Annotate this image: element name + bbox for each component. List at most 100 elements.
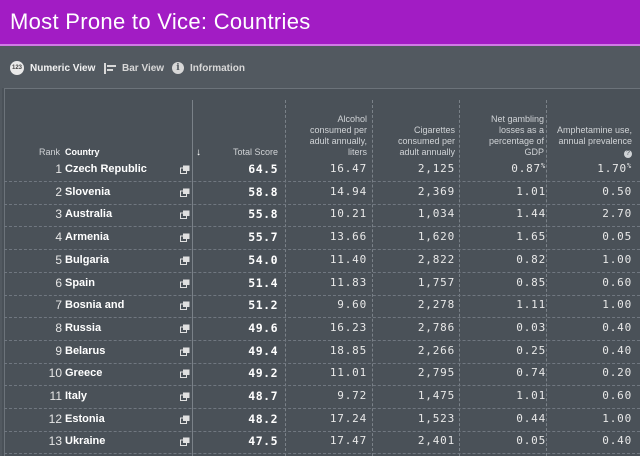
amphetamine-cell: 0.20 [602,366,632,380]
cigarettes-header[interactable]: Cigarettes consumed per adult annually [397,125,455,157]
open-external-icon[interactable] [180,437,190,447]
country-cell: Bulgaria [65,253,110,266]
rank-cell: 13 [48,434,62,449]
alcohol-cell: 10.21 [329,207,367,221]
total-score-cell: 64.5 [248,162,278,176]
open-external-icon[interactable] [180,392,190,401]
percent-unit: % [626,162,632,170]
open-external-icon[interactable] [180,324,190,333]
amphetamine-cell: 0.60 [602,389,632,402]
gambling-cell: 1.01 [516,389,546,402]
rank-cell: 12 [48,411,62,426]
help-icon[interactable]: ? [624,150,632,158]
alcohol-header[interactable]: Alcohol consumed per adult annually, lit… [309,114,367,157]
amphetamine-cell: 0.50 [602,184,632,198]
alcohol-cell: 17.24 [329,411,367,425]
amphetamine-header[interactable]: Amphetamine use, annual prevalence? [556,125,632,158]
rank-cell: 6 [55,275,62,290]
numeric-view-label: Numeric View [30,62,96,74]
percent-unit: % [540,162,546,170]
table-row[interactable]: 2 Slovenia 58.8 14.94 2,369 1.01 0.50 [4,181,640,205]
country-header[interactable]: Country [65,147,100,157]
total-score-cell: 48.2 [248,411,278,426]
open-external-icon[interactable] [180,369,190,379]
cigarettes-cell: 2,786 [417,320,455,334]
alcohol-cell: 17.47 [329,434,367,448]
numeric-view-button[interactable]: 123 Numeric View [10,61,95,75]
total-score-cell: 58.8 [248,184,278,199]
rank-cell: 3 [55,207,62,222]
gambling-header[interactable]: Net gambling losses as a percentage of G… [488,114,544,157]
gambling-cell: 0.82 [516,252,546,266]
amphetamine-cell: 0.40 [602,434,632,448]
column-divider [372,100,373,456]
open-external-icon[interactable] [180,256,190,265]
cigarettes-cell: 2,369 [417,184,455,198]
bar-view-label: Bar View [122,62,165,74]
column-divider [546,100,547,456]
rank-cell: 11 [49,389,62,403]
country-cell: Spain [65,276,95,289]
cigarettes-cell: 1,757 [417,275,455,289]
information-button[interactable]: i Information [172,61,245,75]
gambling-cell: 1.65 [516,230,546,244]
gambling-cell: 0.85 [516,275,546,289]
table-row[interactable]: 8 Russia 49.6 16.23 2,786 0.03 0.40 [4,317,640,341]
rank-cell: 10 [48,366,62,381]
gambling-cell: 1.44 [516,207,546,221]
cigarettes-cell: 1,475 [417,389,455,402]
country-cell: Ukraine [65,435,106,448]
cigarettes-cell: 2,822 [417,252,455,266]
cigarettes-cell: 2,401 [417,434,455,448]
country-cell: Greece [65,367,103,380]
table-row[interactable]: 5 Bulgaria 54.0 11.40 2,822 0.82 1.00 [4,249,640,273]
amphetamine-cell: 0.40 [602,343,632,357]
total-score-cell: 51.2 [248,298,278,313]
table-row[interactable]: 13 Ukraine 47.5 17.47 2,401 0.05 0.40 [4,430,640,455]
open-external-icon[interactable] [180,279,190,288]
table-row[interactable]: 4 Armenia 55.7 13.66 1,620 1.65 0.05 [4,226,640,251]
country-cell: Armenia [65,231,110,244]
open-external-icon[interactable] [180,347,190,356]
page-title: Most Prone to Vice: Countries [10,9,311,34]
gambling-cell: 1.11 [516,298,546,312]
rank-cell: 9 [55,343,62,358]
sort-arrow-icon[interactable]: ↓ [196,147,201,158]
alcohol-cell: 13.66 [329,230,367,244]
table-row[interactable]: 9 Belarus 49.4 18.85 2,266 0.25 0.40 [4,340,640,364]
gambling-cell: 0.03 [516,320,546,334]
cigarettes-cell: 1,620 [417,230,455,244]
rank-cell: 7 [55,298,62,313]
amphetamine-cell: 1.00 [602,252,632,266]
total-score-cell: 54.0 [248,252,278,267]
view-toolbar: 123 Numeric View Bar View i Information [0,48,640,88]
open-external-icon[interactable] [180,165,190,174]
gambling-cell: 0.44 [516,411,546,425]
open-external-icon[interactable] [180,210,190,220]
table-row[interactable]: 7 Bosnia and 51.2 9.60 2,278 1.11 1.00 [4,294,640,319]
amphetamine-cell: 2.70 [602,207,632,221]
amphetamine-cell: 0.40 [602,320,632,334]
bar-view-button[interactable]: Bar View [104,61,164,75]
bar-view-icon [104,62,116,74]
table-row[interactable]: 6 Spain 51.4 11.83 1,757 0.85 0.60 [4,272,640,296]
open-external-icon[interactable] [180,188,190,197]
open-external-icon[interactable] [180,233,190,243]
total-score-header[interactable]: Total Score [232,147,278,157]
table-row[interactable]: 12 Estonia 48.2 17.24 1,523 0.44 1.00 [4,408,640,432]
table-row[interactable]: 10 Greece 49.2 11.01 2,795 0.74 0.20 [4,362,640,387]
total-score-cell: 47.5 [248,434,278,449]
gambling-cell: 0.05 [516,434,546,448]
table-row[interactable]: 1 Czech Republic 64.5 16.47 2,125 0.87% 1.70% [4,158,640,182]
table-row[interactable]: 3 Australia 55.8 10.21 1,034 1.44 2.70 [4,203,640,228]
open-external-icon[interactable] [180,415,190,424]
cigarettes-cell: 2,795 [417,366,455,380]
table-row[interactable]: 11 Italy 48.7 9.72 1,475 1.01 0.60 [4,385,640,409]
title-bar: Most Prone to Vice: Countries [0,0,640,46]
country-cell: Estonia [65,412,105,425]
amphetamine-cell: 1.70% [597,162,632,175]
open-external-icon[interactable] [180,301,190,311]
cigarettes-cell: 2,278 [417,298,455,312]
total-score-cell: 55.8 [248,207,278,222]
rank-header[interactable]: Rank [38,147,60,157]
